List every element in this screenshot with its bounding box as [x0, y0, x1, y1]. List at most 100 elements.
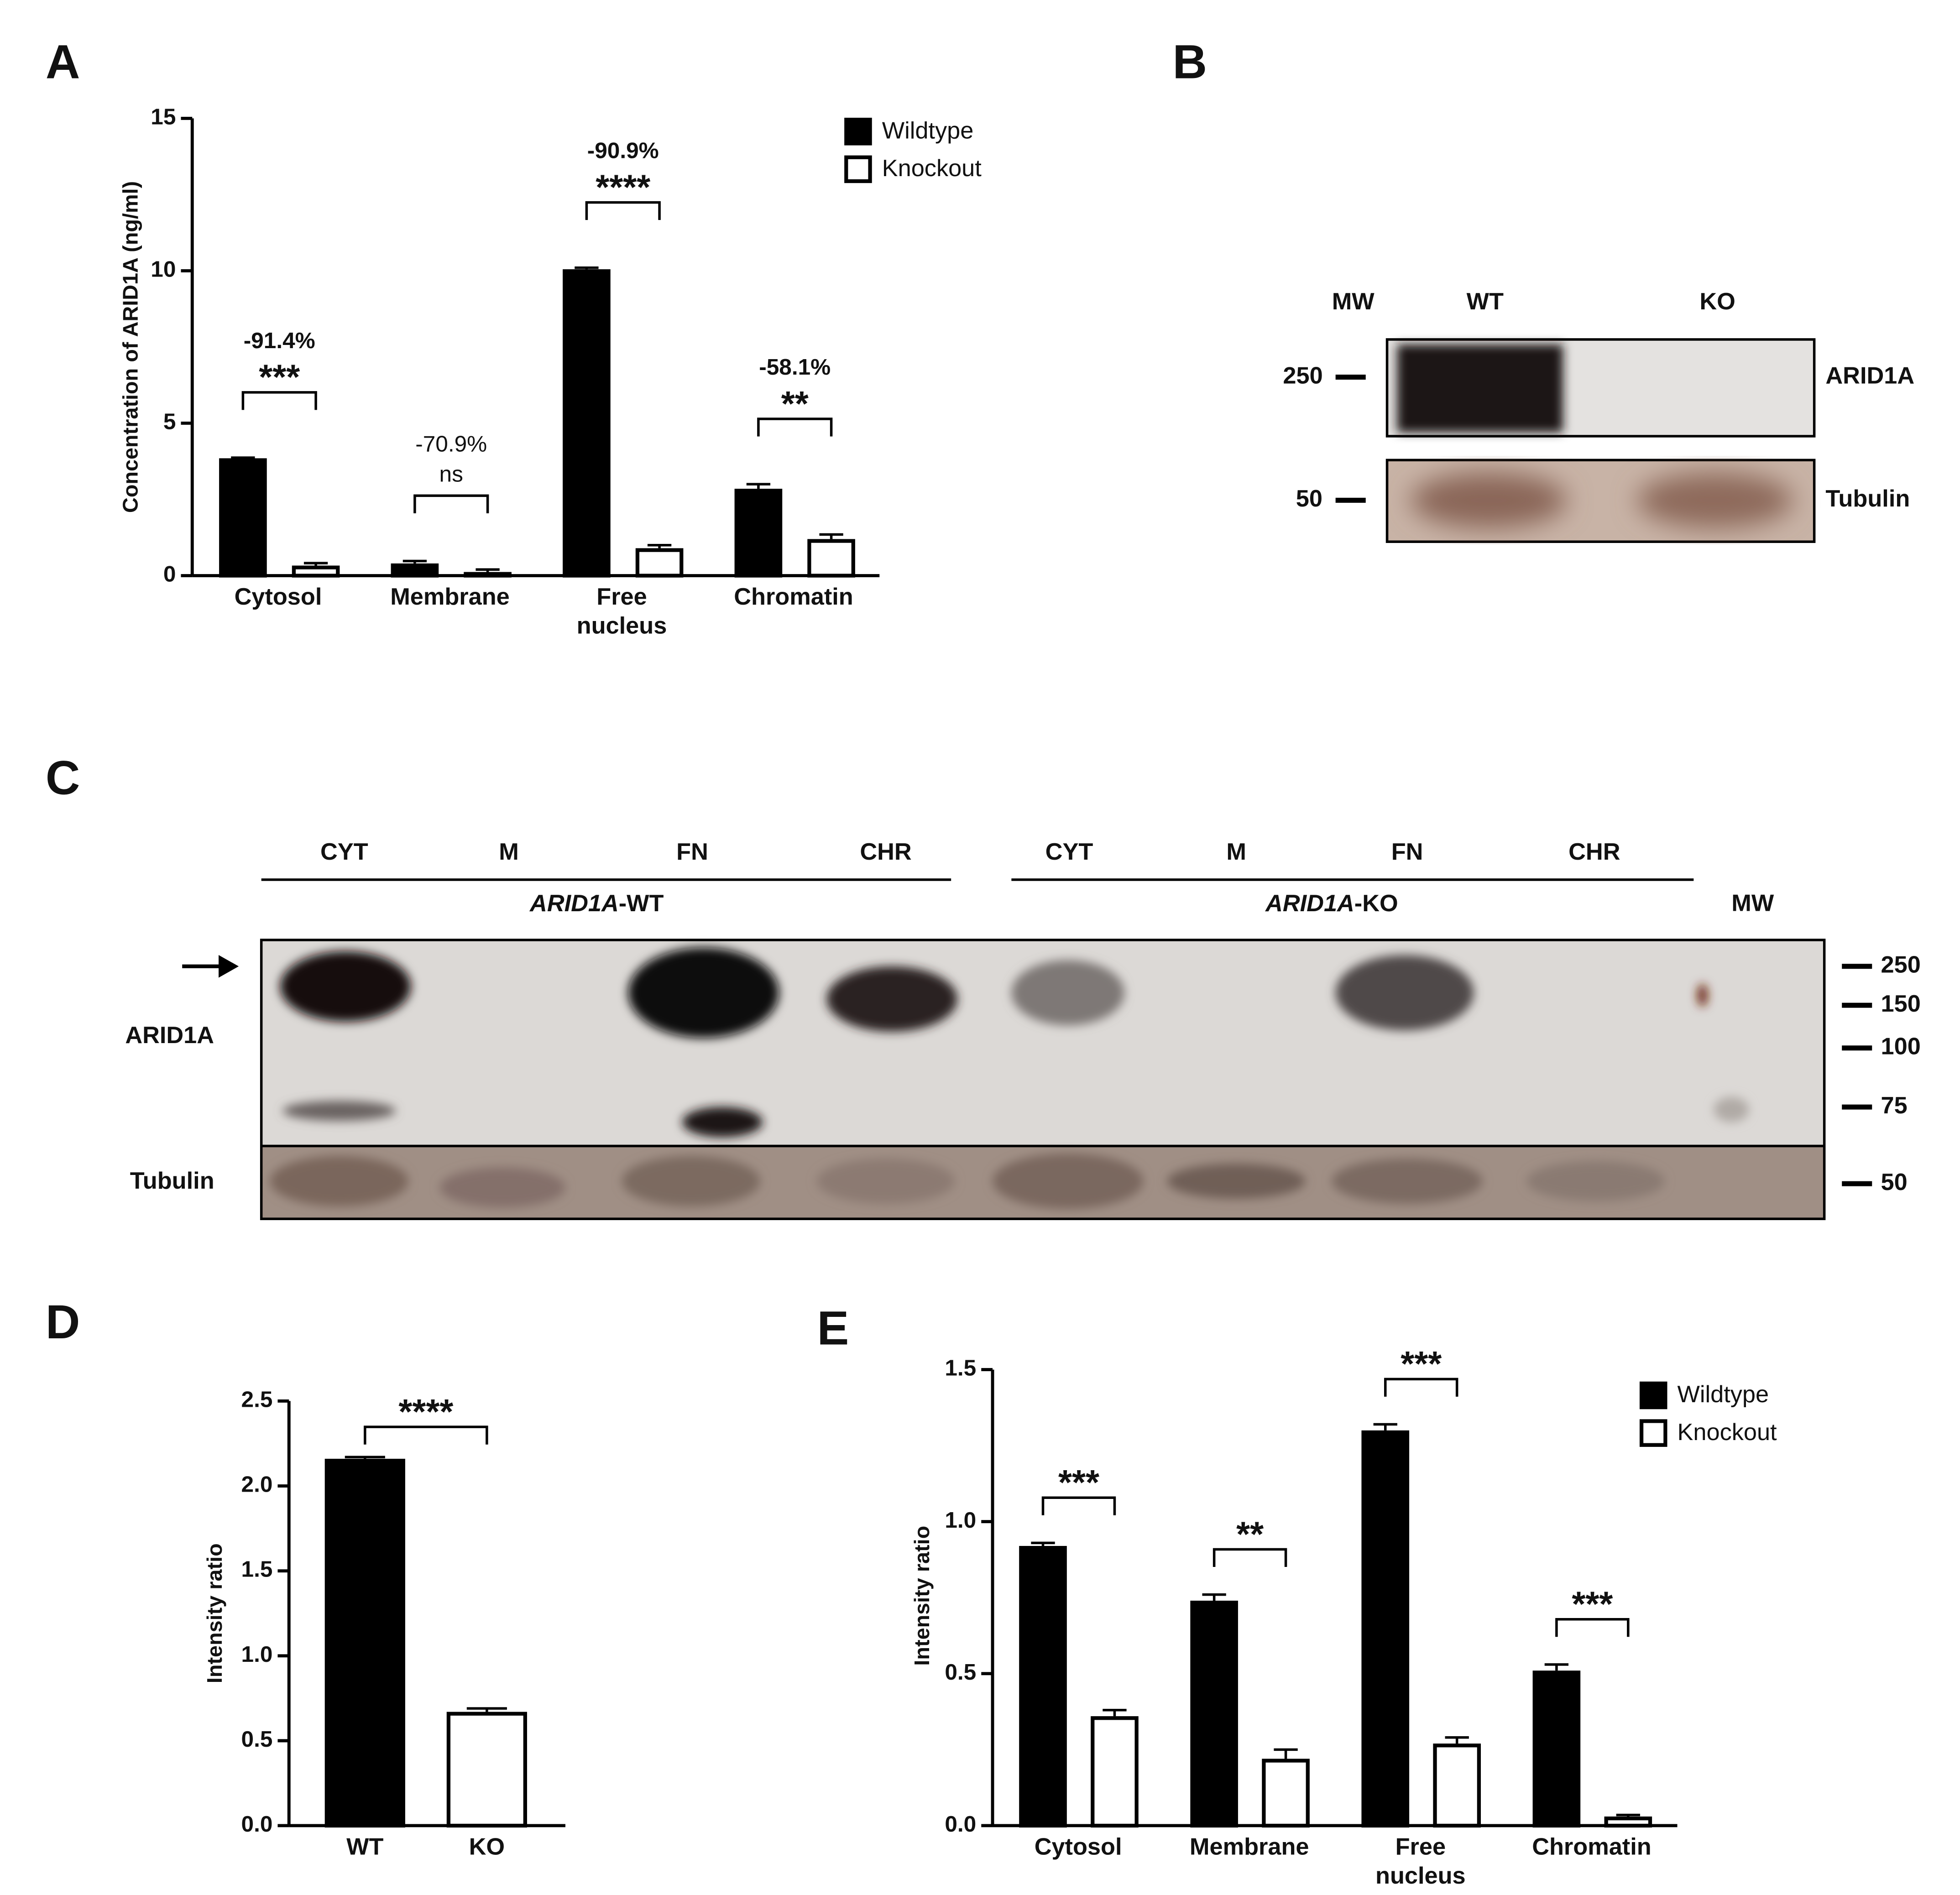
bracket — [413, 494, 489, 513]
group-gene: ARID1A — [529, 890, 619, 917]
bar — [734, 489, 783, 578]
lane-label: KO — [1699, 288, 1735, 315]
lane-label: CHR — [1568, 839, 1620, 865]
band — [1397, 344, 1563, 433]
error-bar — [575, 266, 599, 270]
y-tick-label: 1.5 — [945, 1355, 976, 1381]
marker-label: 250 — [1283, 362, 1322, 389]
bar — [1604, 1817, 1652, 1828]
change-label: -58.1% — [759, 354, 831, 380]
x-tick-line: nucleus — [577, 612, 667, 639]
legend-label: Knockout — [1678, 1419, 1777, 1446]
change-label: -91.4% — [244, 328, 315, 353]
x-tick-label: KO — [469, 1833, 505, 1860]
bar — [1262, 1759, 1310, 1828]
y-axis-label: Concentration of ARID1A (ng/ml) — [118, 181, 142, 513]
group-label: ARID1A-KO — [1265, 890, 1398, 917]
lane-label: WT — [1467, 288, 1504, 315]
y-tick-label: 0.5 — [945, 1659, 976, 1685]
bar — [1190, 1600, 1238, 1828]
marker-label: 100 — [1881, 1034, 1921, 1060]
bracket — [757, 418, 833, 437]
blot-c: CYT M FN CHR CYT M FN CHR ARID1A-WT ARID… — [125, 839, 1921, 1220]
group-genotype: -KO — [1354, 890, 1398, 917]
bracket — [364, 1425, 488, 1445]
lane-label: MW — [1332, 288, 1375, 315]
x-tick-line: nucleus — [1375, 1863, 1466, 1889]
bracket — [1384, 1378, 1458, 1397]
legend-swatch — [844, 155, 872, 183]
bar — [292, 565, 340, 578]
y-tick-label: 0.0 — [241, 1811, 273, 1837]
x-tick-line: Free — [1396, 1833, 1446, 1860]
bracket — [1555, 1618, 1630, 1637]
bar — [324, 1458, 405, 1828]
blot-border — [260, 939, 1826, 1220]
bar — [563, 269, 611, 578]
error-bar — [1274, 1748, 1298, 1759]
error-bar — [1103, 1709, 1127, 1717]
marker-label: 50 — [1881, 1169, 1908, 1195]
x-tick-label: Chromatin — [1532, 1833, 1652, 1860]
error-bar — [1373, 1423, 1397, 1430]
band-label: ARID1A — [125, 1022, 214, 1049]
significance-label: ** — [1236, 1514, 1264, 1554]
y-tick-label: 1.0 — [241, 1641, 273, 1667]
y-tick-label: 1.5 — [241, 1556, 273, 1582]
significance-label: ** — [781, 384, 809, 423]
bar — [219, 458, 267, 578]
x-tick-label: Free nucleus — [577, 584, 667, 639]
lane-label: M — [499, 839, 519, 865]
marker-label: 50 — [1296, 485, 1322, 512]
y-tick-label: 15 — [151, 104, 176, 129]
x-tick-label: Cytosol — [1035, 1833, 1122, 1860]
x-tick-label: Chromatin — [734, 584, 853, 610]
panel-label: D — [46, 1295, 80, 1349]
marker-label: 250 — [1881, 952, 1921, 978]
legend-label: Wildtype — [1678, 1381, 1769, 1408]
y-axis-label: Intensity ratio — [203, 1543, 226, 1683]
error-bar — [647, 543, 672, 548]
y-tick-label: 2.0 — [241, 1472, 273, 1497]
bar — [1019, 1546, 1067, 1828]
bar — [1532, 1671, 1581, 1828]
bracket — [585, 201, 661, 220]
lane-label: FN — [1391, 839, 1423, 865]
significance-label: *** — [1401, 1344, 1442, 1383]
lane-label: MW — [1731, 890, 1774, 917]
legend-swatch — [844, 118, 872, 146]
error-bar — [402, 559, 427, 564]
panel-label: C — [46, 752, 80, 805]
error-bar — [345, 1456, 385, 1459]
band-label: ARID1A — [1825, 362, 1914, 389]
lane-label: FN — [676, 839, 708, 865]
legend-swatch — [1639, 1419, 1667, 1447]
error-bar — [466, 1707, 507, 1712]
bracket — [1213, 1548, 1287, 1567]
lane-label: CYT — [320, 839, 368, 865]
x-tick-label: WT — [346, 1833, 383, 1860]
band — [1637, 472, 1793, 528]
significance-label: ns — [439, 461, 463, 486]
error-bar — [1616, 1813, 1640, 1817]
significance-label: **** — [596, 167, 650, 207]
lane-label: CHR — [860, 839, 911, 865]
error-bar — [303, 562, 328, 566]
y-tick-label: 1.0 — [945, 1507, 976, 1533]
y-tick-label: 0.5 — [241, 1726, 273, 1752]
blot-b: MW WT KO 250 50 ARID1A Tubulin — [1283, 288, 1914, 543]
error-bar — [1544, 1663, 1569, 1671]
y-tick-label: 0 — [163, 561, 176, 587]
band-label: Tubulin — [1825, 485, 1910, 512]
bar — [446, 1712, 527, 1828]
y-tick-label: 5 — [163, 409, 176, 434]
bands — [270, 947, 1749, 1209]
bar-chart: 0.0 0.5 1.0 1.5 2.0 2.5 Intensity ratio WT KO ***… — [203, 1387, 565, 1860]
significance-label: *** — [1058, 1463, 1099, 1502]
significance-label: **** — [398, 1392, 453, 1431]
bar — [635, 548, 684, 578]
bracket — [1041, 1496, 1116, 1515]
significance-label: *** — [1572, 1585, 1613, 1624]
